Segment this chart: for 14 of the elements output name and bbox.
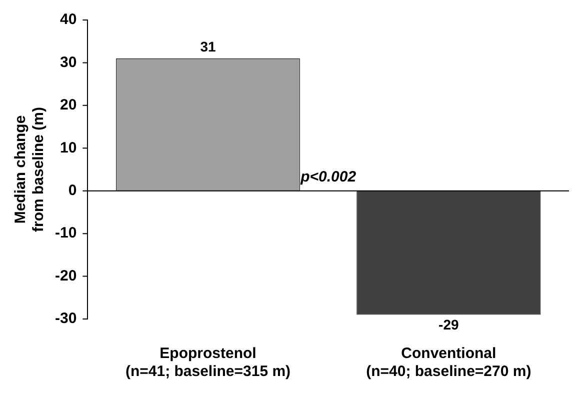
y-tick-label: -10 (54, 224, 77, 242)
y-tick-label: 10 (60, 139, 77, 156)
y-tick-label: 30 (60, 54, 77, 71)
x-tick-label: Epoprostenol (n=41; baseline=315 m) (125, 345, 291, 380)
x-tick-label: Conventional (n=40; baseline=270 m) (366, 345, 532, 380)
y-tick-label: -30 (54, 310, 77, 328)
y-tick-label: -20 (54, 267, 77, 284)
y-axis-title: Median change from baseline (m) (12, 106, 48, 232)
data-label: 31 (200, 38, 216, 54)
annotation: p<0.002 (300, 168, 357, 186)
y-tick-label: 0 (68, 182, 77, 199)
y-tick-label: 20 (60, 96, 77, 114)
data-label: -29 (438, 316, 459, 333)
y-tick-label: 40 (60, 11, 77, 28)
